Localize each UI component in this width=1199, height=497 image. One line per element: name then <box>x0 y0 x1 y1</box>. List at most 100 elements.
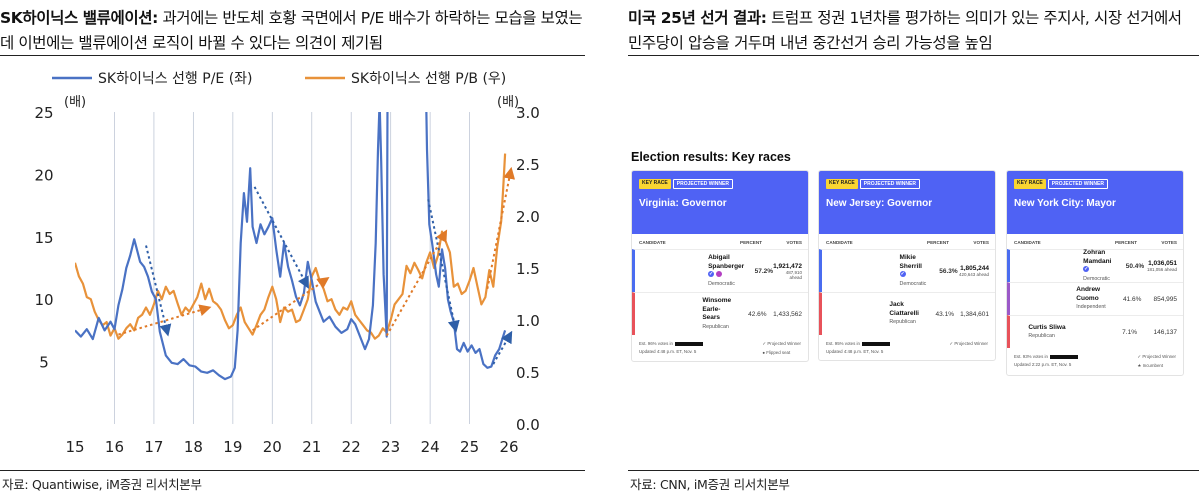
election-title: Election results: Key races <box>631 150 791 164</box>
pe-trend-arrow <box>492 330 513 365</box>
left-source: 자료: Quantiwise, iM증권 리서치본부 <box>2 477 202 492</box>
race-card[interactable]: KEY RACE PROJECTED WINNER Virginia: Govern… <box>631 170 809 362</box>
race-title: Virginia: Governor <box>639 198 727 209</box>
race-card-header: KEY RACE PROJECTED WINNER New Jersey: Gove… <box>819 171 995 234</box>
candidate-percent: 56.3% <box>939 267 958 275</box>
candidate-votes: 854,995 <box>1141 295 1178 303</box>
race-card-footer: Est. 96% votes in Updated 4:48 p.m. ET, N… <box>632 335 808 361</box>
pe-pb-line-chart: 15 16 17 18 19 20 21 22 23 24 25 26 5 10 15 20 25 0.0 0.5 1… <box>34 71 540 456</box>
votes-ahead: 420,643 ahead <box>958 272 989 277</box>
candidate-name: Abigail Spanberger ✓ Democratic <box>708 254 744 288</box>
race-card-header: KEY RACE PROJECTED WINNER New York City: M… <box>1007 171 1183 234</box>
left-panel: SK하이닉스 밸류에이션: 과거에는 반도체 호황 국면에서 P/E 배수가 하… <box>0 0 585 497</box>
right-top-rule <box>628 55 1199 56</box>
candidate-votes: 1,433,562 <box>767 311 802 318</box>
votes-count: 1,921,472 <box>773 262 802 270</box>
votes-in-text: Est. 95% votes in <box>826 341 860 346</box>
y-right-unit: (배) <box>497 95 519 110</box>
race-badges: KEY RACE PROJECTED WINNER <box>639 179 801 189</box>
candidate-name-text: Winsome Earle-Sears <box>702 297 732 321</box>
votes-count: 1,384,601 <box>960 310 989 318</box>
series-group <box>75 112 507 381</box>
y-right-tick-label: 1.5 <box>516 260 540 278</box>
race-title: New Jersey: Governor <box>826 198 933 209</box>
votes-count: 1,036,051 <box>1148 260 1177 267</box>
pe-trend-arrow <box>145 245 172 337</box>
race-card[interactable]: KEY RACE PROJECTED WINNER New York City: M… <box>1006 170 1184 376</box>
column-header: VOTES <box>786 240 802 245</box>
race-card-header: KEY RACE PROJECTED WINNER Virginia: Govern… <box>632 171 808 234</box>
winner-check-icon: ✓ <box>899 271 906 278</box>
candidate-party: Republican <box>702 323 729 330</box>
y-right-tick-label: 1.0 <box>516 312 540 330</box>
footer-legend: ✓ Projected Winner <box>949 341 988 354</box>
x-tick-label: 16 <box>105 438 124 456</box>
redacted-bar <box>861 341 890 346</box>
x-tick-label: 18 <box>184 438 203 456</box>
candidate-name: Zohran Mamdani ✓ Democratic <box>1083 249 1111 283</box>
incumbent-legend: ★ Incumbent <box>1137 363 1164 368</box>
y-left-tick-label: 20 <box>34 166 53 184</box>
x-tick-label: 19 <box>223 438 242 456</box>
x-tick-label: 20 <box>263 438 282 456</box>
y-right-tick-label: 0.0 <box>516 416 540 434</box>
x-tick-label: 26 <box>500 438 519 456</box>
redacted-bar <box>1049 354 1078 359</box>
x-tick-label: 24 <box>421 438 440 456</box>
column-header: CANDIDATE <box>1014 240 1041 245</box>
candidate-name: Jack Ciattarelli Republican <box>889 301 919 327</box>
candidate-percent: 7.1% <box>1122 328 1137 336</box>
left-top-rule <box>0 55 585 56</box>
footer-status: Est. 96% votes in Updated 4:48 p.m. ET, N… <box>639 341 703 355</box>
results-column-headers: CANDIDATE PERCENT VOTES <box>632 234 808 249</box>
candidate-name-text: Curtis Sliwa <box>1028 323 1066 331</box>
candidate-party: Republican <box>889 319 916 326</box>
candidate-row: Zohran Mamdani ✓ Democratic 50.4% 1,036,051… <box>1007 249 1183 282</box>
y-left-tick-label: 15 <box>34 229 53 247</box>
y-right-tick-label: 3.0 <box>516 104 540 122</box>
candidate-name-text: Zohran Mamdani <box>1083 249 1112 265</box>
candidate-percent: 43.1% <box>935 310 954 318</box>
pe-trend-arrow <box>427 199 460 333</box>
candidate-row: Curtis Sliwa Republican 7.1% 146,137 <box>1007 315 1183 348</box>
candidate-party: Democratic <box>708 280 735 287</box>
column-header: PERCENT <box>740 240 762 245</box>
y-right-tick-label: 2.5 <box>516 156 540 174</box>
legend-pb-label: SK하이닉스 선행 P/B (우) <box>351 71 506 87</box>
x-tick-label: 21 <box>302 438 321 456</box>
candidate-percent: 57.2% <box>754 267 774 275</box>
y-left-tick-label: 10 <box>34 291 53 309</box>
votes-count: 854,995 <box>1153 295 1178 303</box>
candidate-party: Democratic <box>1083 275 1110 282</box>
right-headline-text: 트럼프 정권 1년차를 평가하는 의미가 있는 주지사, 시장 선거에서 민주당… <box>628 9 1182 52</box>
flipped-seat-icon <box>716 271 723 278</box>
candidate-name: Andrew Cuomo Independent <box>1076 286 1105 312</box>
candidate-percent: 41.6% <box>1122 295 1142 303</box>
column-header: CANDIDATE <box>826 240 853 245</box>
projected-winner-badge: PROJECTED WINNER <box>672 179 733 189</box>
projected-winner-badge: PROJECTED WINNER <box>859 179 920 189</box>
y-left-unit: (배) <box>64 95 86 110</box>
projected-winner-legend: ✓ Projected Winner <box>949 341 988 346</box>
pb-trend-arrow <box>118 304 212 336</box>
results-column-headers: CANDIDATE PERCENT VOTES <box>1007 234 1183 249</box>
y-left-tick-label: 25 <box>34 104 53 122</box>
projected-winner-legend: ✓ Projected Winner <box>762 341 801 346</box>
y-left-tick-label: 5 <box>39 354 49 372</box>
pe-series-line <box>75 112 507 381</box>
candidate-percent: 42.6% <box>748 310 767 318</box>
votes-in-estimate: Est. 93% votes in <box>1014 354 1078 359</box>
candidate-name: Curtis Sliwa Republican <box>1028 324 1097 341</box>
race-card[interactable]: KEY RACE PROJECTED WINNER New Jersey: Gove… <box>818 170 996 361</box>
key-race-badge: KEY RACE <box>639 179 671 189</box>
race-badges: KEY RACE PROJECTED WINNER <box>1014 179 1176 189</box>
race-title: New York City: Mayor <box>1014 198 1116 209</box>
flipped-seat-legend: ● Flipped seat <box>762 350 791 355</box>
pb-trend-arrow <box>385 229 448 337</box>
x-tick-label: 17 <box>144 438 163 456</box>
footer-legend: ✓ Projected Winner ★ Incumbent <box>1137 354 1176 369</box>
votes-count: 146,137 <box>1153 328 1178 336</box>
pe-trend-arrow <box>253 186 309 289</box>
pb-trend-arrow <box>486 166 516 289</box>
left-headline-bold: SK하이닉스 밸류에이션: <box>0 9 158 27</box>
